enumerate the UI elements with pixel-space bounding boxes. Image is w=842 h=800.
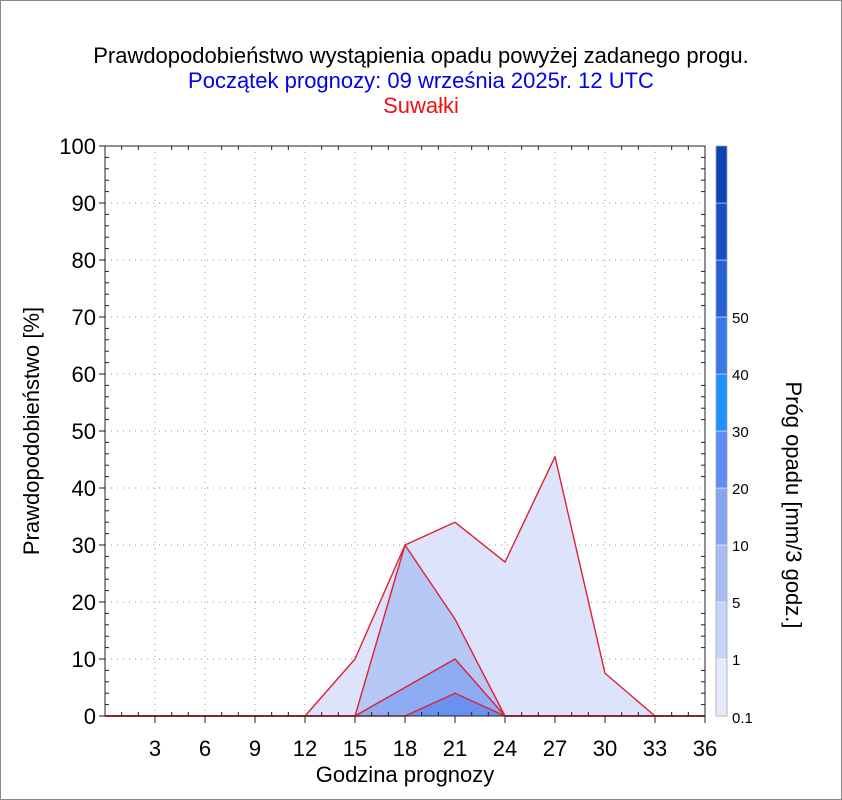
colorbar-tick-label: 0.1 bbox=[732, 710, 753, 727]
colorbar-segment bbox=[715, 259, 728, 318]
y-tick-label: 10 bbox=[72, 647, 96, 672]
colorbar-segment bbox=[715, 430, 728, 489]
colorbar-segment bbox=[715, 544, 728, 603]
x-axis-title: Godzina prognozy bbox=[316, 762, 495, 787]
y-tick-label: 0 bbox=[84, 704, 96, 729]
colorbar-segment bbox=[715, 202, 728, 261]
x-tick-label: 9 bbox=[249, 736, 261, 761]
y-tick-label: 50 bbox=[72, 419, 96, 444]
x-tick-label: 3 bbox=[149, 736, 161, 761]
y-tick-label: 20 bbox=[72, 590, 96, 615]
colorbar-segment bbox=[715, 373, 728, 432]
colorbar-segment bbox=[715, 658, 728, 717]
colorbar-tick-label: 1 bbox=[732, 652, 740, 669]
x-tick-label: 30 bbox=[593, 736, 617, 761]
x-tick-label: 12 bbox=[293, 736, 317, 761]
y-tick-label: 100 bbox=[59, 134, 96, 159]
y-tick-label: 60 bbox=[72, 362, 96, 387]
x-tick-label: 33 bbox=[643, 736, 667, 761]
colorbar-frame bbox=[715, 145, 728, 717]
colorbar-segment bbox=[715, 487, 728, 546]
y-tick-label: 30 bbox=[72, 533, 96, 558]
y-tick-label: 40 bbox=[72, 476, 96, 501]
colorbar-segment bbox=[715, 316, 728, 375]
colorbar-tick-label: 30 bbox=[732, 424, 749, 441]
colorbar-tick-label: 5 bbox=[732, 595, 740, 612]
y-axis-title: Prawdopodobieństwo [%] bbox=[19, 307, 44, 555]
x-tick-label: 36 bbox=[693, 736, 717, 761]
x-tick-label: 21 bbox=[443, 736, 467, 761]
y-tick-label: 90 bbox=[72, 191, 96, 216]
colorbar-tick-label: 10 bbox=[732, 538, 749, 555]
colorbar-tick-label: 40 bbox=[732, 367, 749, 384]
area-series-1 bbox=[105, 545, 705, 716]
y-tick-label: 80 bbox=[72, 248, 96, 273]
colorbar-title: Próg opadu [mm/3 godz.] bbox=[781, 381, 806, 628]
x-tick-label: 18 bbox=[393, 736, 417, 761]
y-tick-label: 70 bbox=[72, 305, 96, 330]
colorbar-segment bbox=[715, 601, 728, 660]
chart-title: Prawdopodobieństwo wystąpienia opadu pow… bbox=[93, 43, 749, 68]
forecast-start-subtitle: Początek prognozy: 09 września 2025r. 12… bbox=[188, 68, 654, 93]
x-tick-label: 24 bbox=[493, 736, 517, 761]
x-tick-label: 27 bbox=[543, 736, 567, 761]
colorbar-tick-label: 50 bbox=[732, 310, 749, 327]
x-tick-label: 6 bbox=[199, 736, 211, 761]
colorbar-tick-label: 20 bbox=[732, 481, 749, 498]
x-tick-label: 15 bbox=[343, 736, 367, 761]
colorbar-segment bbox=[715, 145, 728, 204]
location-label: Suwałki bbox=[383, 93, 459, 118]
